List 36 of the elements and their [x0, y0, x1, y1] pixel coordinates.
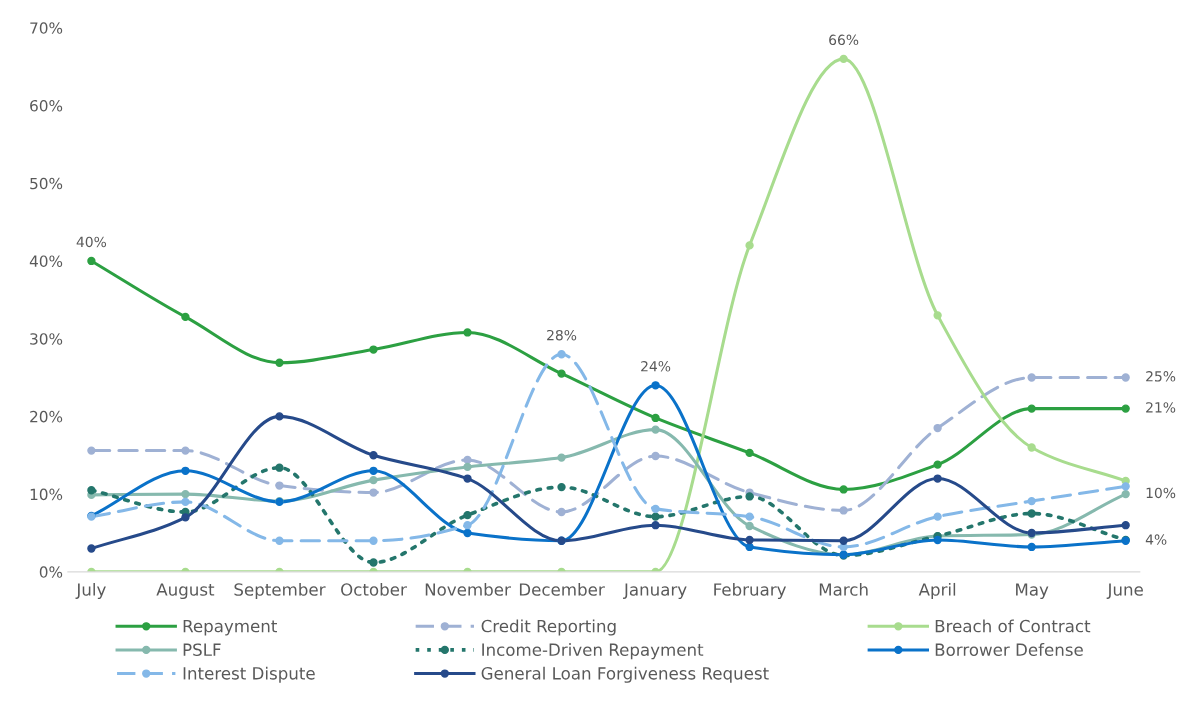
y-tick-label: 60%	[30, 99, 63, 112]
legend-label: Interest Dispute	[183, 666, 315, 683]
legend-label: Credit Reporting	[481, 619, 616, 636]
legend-label: Breach of Contract	[935, 619, 1091, 633]
data-label: 21%	[1146, 402, 1176, 413]
y-tick-label: 10%	[30, 488, 63, 501]
x-tick-label: October	[341, 582, 407, 596]
data-label: 66%	[829, 34, 859, 46]
y-tick-label: 70%	[30, 22, 63, 34]
y-tick-label: 0%	[39, 566, 63, 578]
data-label: 25%	[1146, 371, 1176, 382]
x-tick-label: July	[75, 582, 106, 600]
y-tick-label: 20%	[30, 410, 63, 423]
legend-label: PSLF	[183, 643, 221, 656]
legend-label: Income-Driven Repayment	[482, 643, 704, 660]
data-label: 24%	[641, 361, 671, 372]
y-tick-label: 50%	[30, 177, 63, 190]
data-label: 4%	[1145, 534, 1167, 545]
y-tick-label: 40%	[29, 255, 63, 267]
legend-label: Borrower Defense	[935, 643, 1083, 656]
x-tick-label: September	[234, 582, 326, 600]
x-tick-label: May	[1016, 583, 1049, 600]
x-tick-label: December	[519, 582, 605, 596]
legend-label: General Loan Forgiveness Request	[481, 666, 769, 683]
x-tick-label: August	[156, 583, 215, 600]
x-tick-label: February	[714, 582, 786, 600]
x-tick-label: June	[1106, 583, 1143, 599]
data-label: 40%	[76, 236, 107, 248]
x-tick-label: March	[819, 582, 868, 596]
legend-label: Repayment	[183, 619, 277, 636]
x-tick-label: April	[918, 582, 956, 600]
data-label: 10%	[1146, 487, 1176, 499]
data-label: 28%	[547, 329, 577, 341]
y-tick-label: 30%	[30, 333, 63, 345]
x-tick-label: November	[425, 582, 511, 596]
x-tick-label: January	[623, 583, 687, 600]
